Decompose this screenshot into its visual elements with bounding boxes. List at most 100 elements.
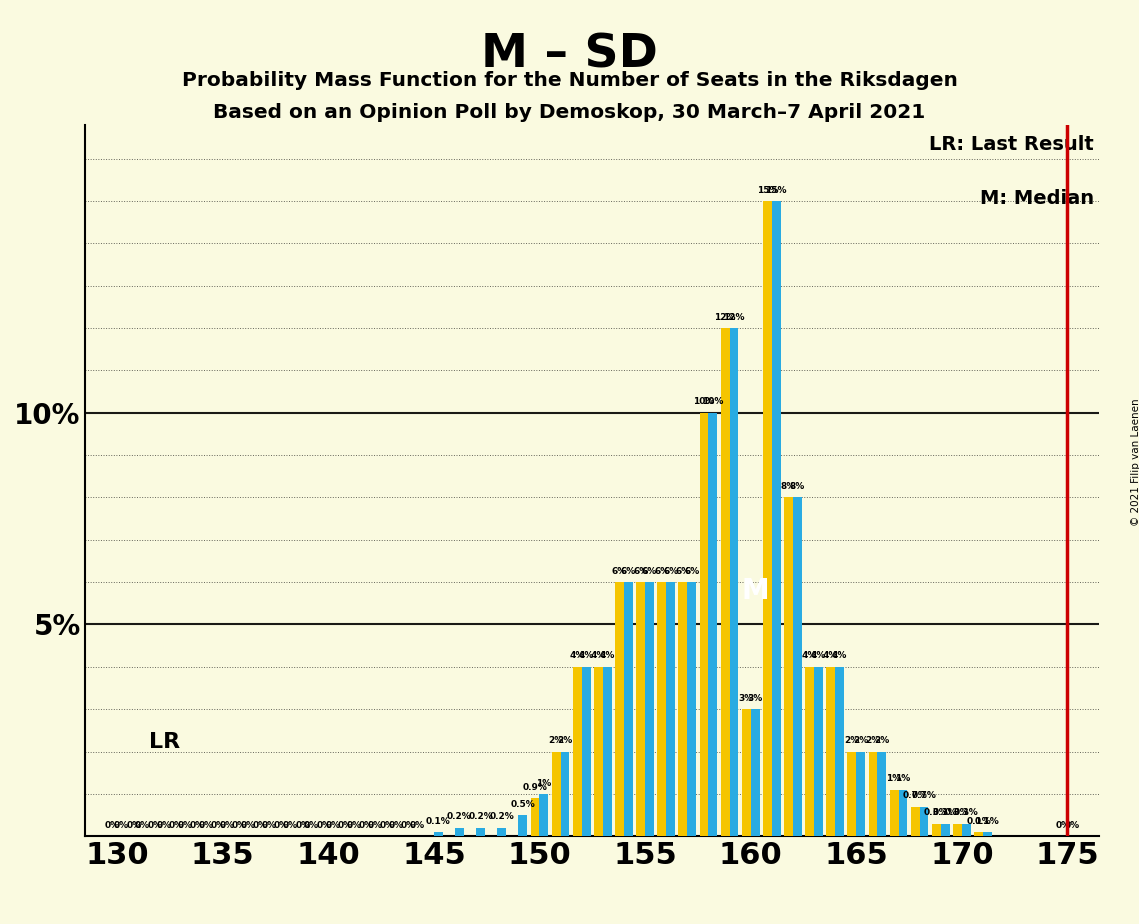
Text: 6%: 6%: [685, 566, 699, 576]
Text: LR: Last Result: LR: Last Result: [929, 136, 1095, 154]
Text: Probability Mass Function for the Number of Seats in the Riksdagen: Probability Mass Function for the Number…: [181, 71, 958, 91]
Text: M – SD: M – SD: [481, 32, 658, 78]
Bar: [708, 413, 718, 836]
Text: 0.9%: 0.9%: [523, 783, 548, 792]
Text: 6%: 6%: [633, 566, 648, 576]
Bar: [454, 828, 464, 836]
Bar: [434, 832, 443, 836]
Bar: [560, 751, 570, 836]
Text: 0%: 0%: [401, 821, 416, 830]
Bar: [582, 667, 591, 836]
Text: 0%: 0%: [178, 821, 192, 830]
Bar: [983, 832, 992, 836]
Bar: [953, 823, 961, 836]
Bar: [518, 815, 527, 836]
Bar: [793, 497, 802, 836]
Bar: [645, 582, 654, 836]
Bar: [869, 751, 877, 836]
Text: 3%: 3%: [747, 694, 763, 703]
Text: 0%: 0%: [1056, 821, 1071, 830]
Text: 12%: 12%: [723, 312, 745, 322]
Text: 6%: 6%: [642, 566, 657, 576]
Text: 0.2%: 0.2%: [468, 812, 493, 821]
Text: 15%: 15%: [756, 186, 778, 195]
Text: 0.7%: 0.7%: [903, 791, 927, 800]
Text: 0%: 0%: [359, 821, 374, 830]
Text: 0%: 0%: [220, 821, 235, 830]
Text: 6%: 6%: [612, 566, 628, 576]
Text: 0%: 0%: [156, 821, 171, 830]
Bar: [498, 828, 506, 836]
Bar: [899, 790, 908, 836]
Bar: [835, 667, 844, 836]
Text: 0%: 0%: [189, 821, 205, 830]
Bar: [814, 667, 822, 836]
Text: 4%: 4%: [831, 651, 847, 661]
Text: 0.1%: 0.1%: [975, 817, 1000, 826]
Bar: [911, 807, 919, 836]
Text: 0%: 0%: [325, 821, 341, 830]
Text: 10%: 10%: [694, 397, 714, 407]
Text: 0.2%: 0.2%: [490, 812, 514, 821]
Text: 4%: 4%: [599, 651, 615, 661]
Bar: [772, 201, 780, 836]
Text: 0%: 0%: [147, 821, 163, 830]
Bar: [603, 667, 612, 836]
Text: © 2021 Filip van Laenen: © 2021 Filip van Laenen: [1131, 398, 1139, 526]
Bar: [573, 667, 582, 836]
Text: 12%: 12%: [714, 312, 736, 322]
Text: 0.3%: 0.3%: [933, 808, 958, 817]
Text: 4%: 4%: [570, 651, 585, 661]
Text: 2%: 2%: [549, 736, 564, 745]
Text: 0%: 0%: [317, 821, 331, 830]
Text: 0%: 0%: [346, 821, 361, 830]
Bar: [941, 823, 950, 836]
Text: 8%: 8%: [789, 482, 805, 491]
Text: 0%: 0%: [105, 821, 121, 830]
Text: M: M: [741, 577, 769, 604]
Text: 0%: 0%: [379, 821, 395, 830]
Bar: [551, 751, 560, 836]
Text: 0.3%: 0.3%: [954, 808, 978, 817]
Bar: [637, 582, 645, 836]
Text: 4%: 4%: [802, 651, 818, 661]
Text: 0%: 0%: [274, 821, 289, 830]
Text: 2%: 2%: [844, 736, 860, 745]
Text: 1%: 1%: [886, 774, 902, 784]
Text: 15%: 15%: [765, 186, 787, 195]
Text: 0.3%: 0.3%: [945, 808, 969, 817]
Text: 0%: 0%: [368, 821, 383, 830]
Text: 0%: 0%: [240, 821, 256, 830]
Bar: [624, 582, 633, 836]
Bar: [805, 667, 814, 836]
Text: 8%: 8%: [781, 482, 796, 491]
Bar: [730, 328, 738, 836]
Bar: [679, 582, 687, 836]
Text: 0%: 0%: [295, 821, 310, 830]
Bar: [721, 328, 730, 836]
Bar: [699, 413, 708, 836]
Text: 0.1%: 0.1%: [966, 817, 991, 826]
Text: 10%: 10%: [702, 397, 723, 407]
Text: 3%: 3%: [738, 694, 754, 703]
Bar: [593, 667, 603, 836]
Text: 2%: 2%: [866, 736, 880, 745]
Text: 6%: 6%: [675, 566, 690, 576]
Bar: [540, 794, 548, 836]
Text: 0%: 0%: [388, 821, 403, 830]
Text: 0%: 0%: [136, 821, 150, 830]
Text: M: Median: M: Median: [980, 188, 1095, 208]
Text: 0%: 0%: [198, 821, 214, 830]
Text: 0.2%: 0.2%: [448, 812, 472, 821]
Bar: [615, 582, 624, 836]
Bar: [847, 751, 857, 836]
Bar: [476, 828, 485, 836]
Bar: [857, 751, 866, 836]
Text: 0%: 0%: [337, 821, 353, 830]
Bar: [751, 710, 760, 836]
Text: 2%: 2%: [853, 736, 868, 745]
Bar: [974, 832, 983, 836]
Text: 0%: 0%: [1064, 821, 1080, 830]
Bar: [826, 667, 835, 836]
Bar: [784, 497, 793, 836]
